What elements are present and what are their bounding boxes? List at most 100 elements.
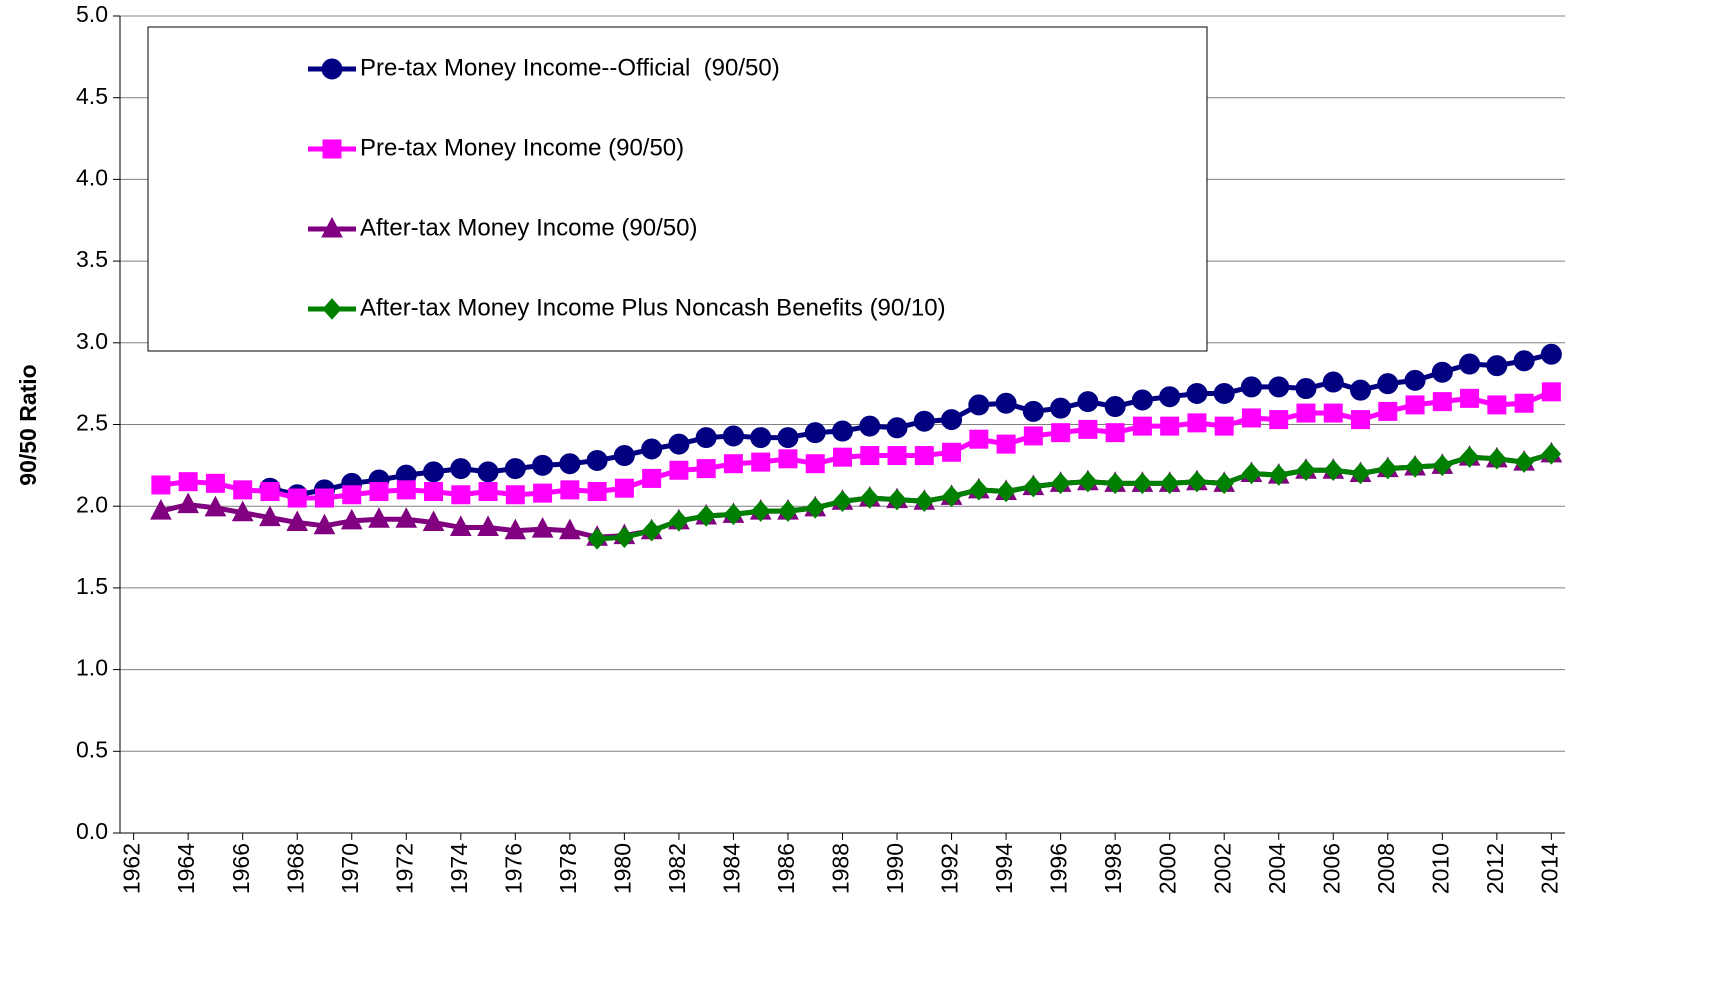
point (531, 517, 554, 538)
point (860, 487, 880, 509)
y-tick-label: 3.0 (76, 328, 108, 354)
point (614, 526, 635, 548)
point (1187, 470, 1207, 493)
point (1078, 419, 1098, 439)
x-tick-label: 2014 (1536, 843, 1562, 894)
point (286, 510, 309, 532)
point (451, 485, 471, 505)
point (1186, 382, 1208, 404)
point (150, 499, 172, 520)
point (1104, 396, 1126, 418)
series-line (160, 389, 1553, 501)
y-tick-label: 2.5 (76, 410, 108, 436)
point (1050, 397, 1072, 419)
point (832, 420, 853, 442)
point (914, 446, 934, 466)
point (886, 417, 908, 439)
point (559, 453, 581, 475)
point (1213, 382, 1235, 404)
point (587, 481, 607, 501)
point (231, 500, 254, 522)
point (641, 519, 662, 542)
point (1131, 389, 1153, 411)
point (559, 518, 581, 540)
point (151, 475, 171, 495)
point (1296, 403, 1316, 423)
x-tick-label: 1984 (719, 843, 745, 894)
x-tick-label: 1962 (119, 843, 145, 894)
point (778, 449, 798, 469)
point (913, 410, 935, 432)
point (1268, 376, 1290, 398)
y-tick-label: 4.0 (76, 164, 108, 190)
point (1269, 464, 1289, 486)
y-axis-label: 90/50 Ratio (15, 364, 41, 485)
point (1187, 413, 1207, 433)
point (1159, 386, 1181, 408)
x-tick-label: 1976 (500, 843, 526, 894)
point (1214, 472, 1234, 495)
point (1078, 470, 1098, 493)
point (340, 508, 363, 530)
point (887, 446, 907, 466)
point (396, 480, 416, 500)
legend-box (147, 26, 1208, 352)
point (1105, 423, 1125, 443)
point (321, 216, 343, 238)
x-tick-label: 2010 (1427, 843, 1453, 894)
point (804, 422, 826, 444)
point (1460, 388, 1480, 408)
point (1487, 395, 1507, 415)
point (1160, 416, 1180, 436)
point (1350, 379, 1372, 401)
point (560, 480, 580, 500)
point (1323, 403, 1343, 423)
point (1431, 361, 1453, 383)
point (478, 481, 498, 501)
point (1077, 391, 1099, 413)
point (969, 429, 989, 449)
point (1513, 350, 1535, 372)
point (642, 468, 662, 488)
point (723, 454, 743, 474)
point (477, 461, 499, 483)
point (1514, 451, 1534, 473)
point (1514, 393, 1534, 413)
x-tick-label: 1992 (937, 843, 963, 894)
point (1405, 456, 1425, 478)
x-tick-label: 2006 (1318, 843, 1344, 894)
point (424, 481, 444, 501)
point (322, 298, 342, 320)
point (1377, 373, 1399, 395)
point (204, 495, 227, 517)
point (1459, 446, 1480, 468)
point (1541, 382, 1561, 402)
point (1159, 472, 1180, 495)
point (914, 490, 934, 513)
point (968, 394, 990, 416)
point (1432, 454, 1452, 477)
point (1269, 410, 1289, 430)
point (1240, 376, 1262, 398)
point (695, 427, 717, 449)
x-tick-label: 1974 (446, 843, 472, 894)
x-tick-label: 2002 (1209, 843, 1235, 894)
point (751, 500, 771, 522)
point (1378, 401, 1398, 421)
x-tick-label: 2000 (1155, 843, 1181, 894)
point (613, 445, 635, 467)
point (369, 481, 389, 501)
point (504, 458, 526, 480)
point (723, 503, 744, 526)
point (1541, 443, 1562, 465)
point (995, 392, 1017, 414)
point (1296, 459, 1316, 481)
point (1486, 355, 1508, 377)
x-tick-label: 1990 (882, 843, 908, 894)
y-tick-label: 3.5 (76, 246, 108, 272)
point (696, 505, 716, 527)
point (860, 446, 880, 466)
point (1050, 472, 1071, 495)
point (942, 442, 962, 462)
x-tick-label: 2008 (1373, 843, 1399, 894)
